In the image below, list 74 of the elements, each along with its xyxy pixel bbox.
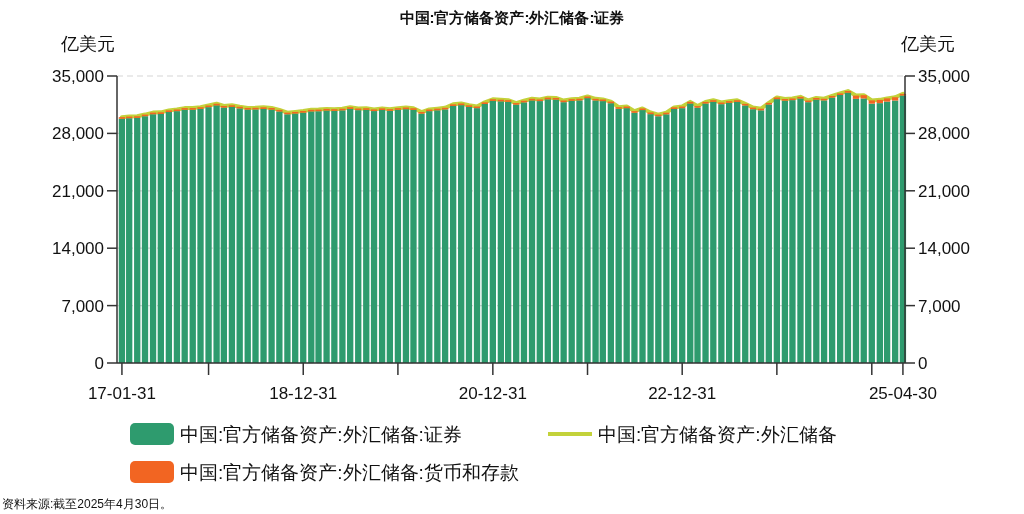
bar xyxy=(891,100,899,363)
line-series xyxy=(119,89,905,120)
legend-label: 中国:官方储备资产:外汇储备:货币和存款 xyxy=(180,462,519,483)
bar xyxy=(749,109,757,363)
bar xyxy=(149,114,157,363)
chart-title: 中国:官方储备资产:外汇储备:证券 xyxy=(399,9,625,26)
y2-tick-label: 28,000 xyxy=(918,124,970,144)
bar xyxy=(773,99,781,363)
bar xyxy=(141,116,149,363)
bar xyxy=(363,109,370,363)
y2-tick-label: 35,000 xyxy=(918,67,970,86)
bar xyxy=(813,99,820,363)
bar xyxy=(513,104,520,363)
y2-tick-label: 0 xyxy=(918,354,928,373)
bar xyxy=(868,103,875,363)
bar xyxy=(765,104,772,363)
bar xyxy=(228,106,236,363)
bar xyxy=(394,109,402,363)
bar xyxy=(560,102,567,363)
y-tick-label: 35,000 xyxy=(52,67,104,86)
y2-tick-label: 7,000 xyxy=(918,296,961,316)
bar xyxy=(450,105,457,363)
bar xyxy=(134,117,141,363)
y-tick-label: 28,000 xyxy=(52,124,104,144)
bar xyxy=(378,110,386,363)
bar xyxy=(300,112,307,363)
bar xyxy=(173,111,181,363)
x-tick-label: 17-01-31 xyxy=(87,384,156,403)
bar xyxy=(544,99,551,363)
bar xyxy=(181,109,188,363)
bar xyxy=(828,97,836,363)
x-tick-label: 25-04-30 xyxy=(868,384,937,403)
bar xyxy=(458,105,465,363)
y-tick-label: 14,000 xyxy=(52,239,104,259)
legend-label: 中国:官方储备资产:外汇储备:证券 xyxy=(180,424,462,445)
bar xyxy=(157,113,164,363)
bar xyxy=(386,110,394,363)
bar xyxy=(473,108,481,363)
bar xyxy=(520,102,528,363)
bar xyxy=(837,95,844,363)
bar xyxy=(355,110,362,363)
y-tick-label: 0 xyxy=(94,354,104,373)
bar xyxy=(536,101,543,363)
bar xyxy=(236,108,243,363)
bar xyxy=(679,108,686,363)
y-tick-label: 21,000 xyxy=(52,181,104,201)
x-tick-label: 18-12-31 xyxy=(269,384,338,403)
text: 资料来源:截至2025年4月30日。 xyxy=(2,497,173,511)
bar xyxy=(852,98,860,363)
bar xyxy=(820,100,828,363)
bar xyxy=(465,106,473,363)
bar xyxy=(757,110,765,363)
bar xyxy=(844,92,852,363)
bar xyxy=(489,100,496,363)
y2-axis-title: 亿美元 xyxy=(900,34,955,54)
bar xyxy=(868,100,875,104)
bar xyxy=(552,99,560,363)
bar xyxy=(165,112,173,363)
y-axis-title: 亿美元 xyxy=(60,34,115,54)
bar xyxy=(734,101,741,363)
bar xyxy=(434,110,441,363)
bar xyxy=(891,97,899,101)
bar xyxy=(441,109,449,363)
y2-tick-label: 14,000 xyxy=(918,239,970,259)
y-tick-label: 7,000 xyxy=(61,296,104,316)
bar xyxy=(370,111,378,363)
legend-label: 中国:官方储备资产:外汇储备 xyxy=(598,424,837,445)
x-tick-label: 22-12-31 xyxy=(648,384,717,403)
x-tick-label: 20-12-31 xyxy=(458,384,527,403)
bar xyxy=(481,104,488,363)
bar xyxy=(860,98,867,363)
bar xyxy=(742,105,749,363)
y2-tick-label: 21,000 xyxy=(918,181,970,201)
bar xyxy=(528,100,536,363)
